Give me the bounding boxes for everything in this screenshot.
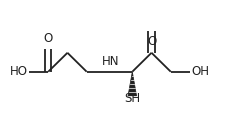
Text: HN: HN — [102, 55, 120, 68]
Text: SH: SH — [124, 92, 140, 105]
Text: OH: OH — [191, 65, 209, 78]
Text: O: O — [147, 35, 156, 48]
Polygon shape — [128, 72, 137, 96]
Text: O: O — [43, 32, 53, 45]
Text: HO: HO — [10, 65, 28, 78]
